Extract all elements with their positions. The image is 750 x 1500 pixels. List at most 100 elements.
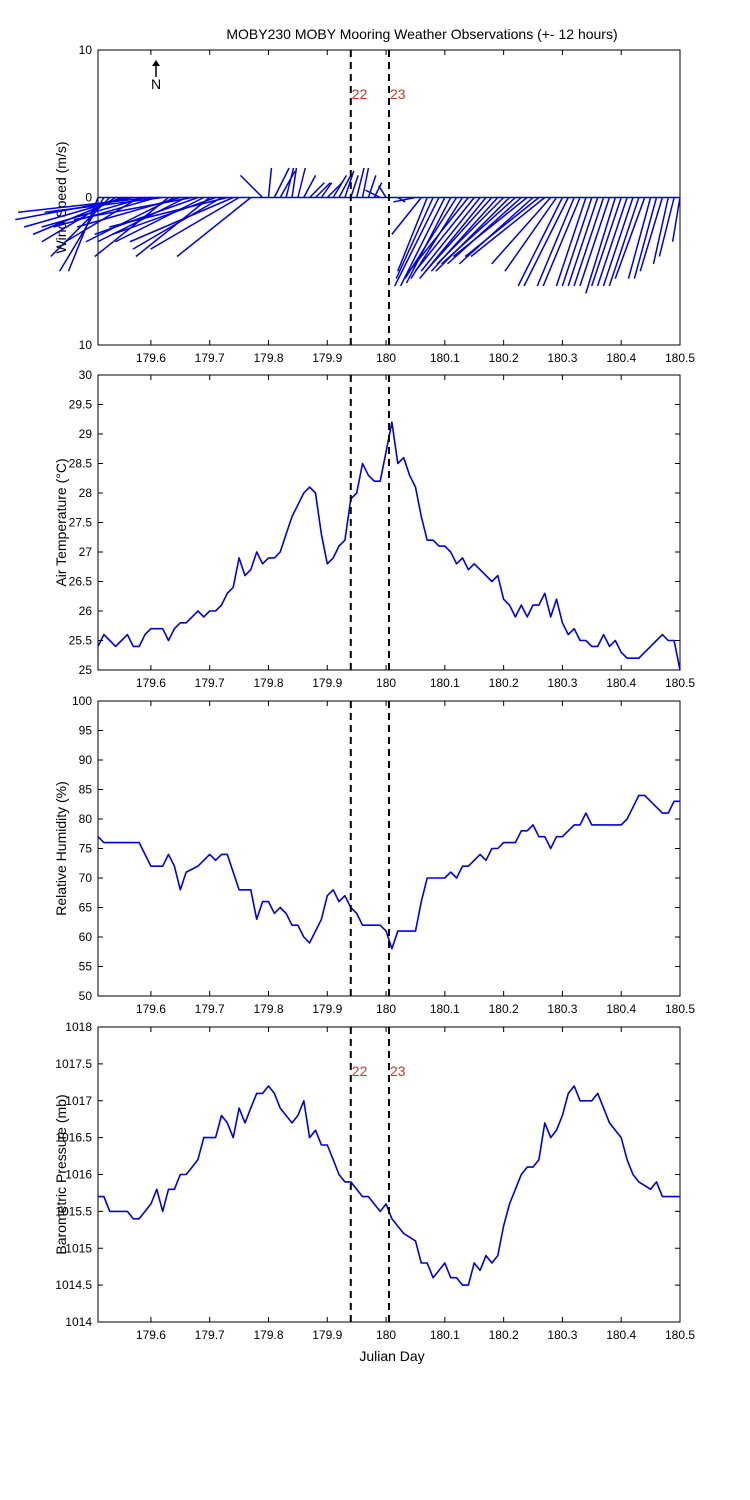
x-tick-label: 180.4 (606, 351, 636, 365)
x-tick-label: 180 (376, 676, 396, 690)
wind-vector (397, 197, 428, 272)
y-tick-label: 50 (79, 989, 93, 1003)
wind-vector (542, 197, 581, 287)
y-tick-label: 10 (79, 43, 93, 57)
wind-vector (491, 197, 552, 265)
y-tick-label: 26 (79, 604, 93, 618)
y-tick-label: 29.5 (69, 398, 93, 412)
wind-vector (320, 182, 333, 198)
y-tick-label: 1016 (65, 1168, 92, 1182)
wind-vector (309, 182, 325, 199)
wind-vector (94, 196, 199, 236)
wind-vector (420, 197, 481, 272)
wind-vector (109, 196, 228, 228)
wind-vector (567, 197, 599, 287)
y-axis-label: Relative Humidity (%) (53, 781, 69, 916)
wind-vector (326, 182, 343, 199)
wind-vector (639, 197, 664, 272)
x-tick-label: 180.3 (547, 351, 577, 365)
wind-vector (85, 196, 175, 243)
y-tick-label: 55 (79, 960, 93, 974)
x-tick-label: 180.3 (547, 1002, 577, 1016)
x-tick-label: 180.2 (489, 1002, 519, 1016)
wind-vector (585, 197, 617, 294)
wind-vector (297, 167, 306, 198)
wind-vector (441, 196, 516, 265)
x-tick-label: 180.2 (489, 676, 519, 690)
wind-vector (239, 174, 264, 199)
y-tick-label: 90 (79, 753, 93, 767)
wind-vector (267, 167, 273, 198)
wind-vector (285, 167, 295, 198)
x-tick-label: 180.2 (489, 351, 519, 365)
x-tick-label: 180.1 (430, 1328, 460, 1342)
figure-title: MOBY230 MOBY Mooring Weather Observation… (226, 26, 617, 42)
x-tick-label: 180.4 (606, 1002, 636, 1016)
wind-vector (614, 197, 646, 279)
y-tick-label: 25.5 (69, 634, 93, 648)
panel-1: 10 0 10 179.6 179.7 179.8 179.9 180 180.1 180.2 18… (15, 43, 695, 365)
wind-vector (314, 182, 331, 199)
wind-vector (517, 197, 564, 287)
wind-vector (408, 197, 469, 272)
wind-vector (447, 196, 522, 265)
x-tick-label: 180.5 (665, 351, 695, 365)
wind-vector (596, 197, 628, 287)
y-tick-label: 28 (79, 486, 93, 500)
y-tick-label: 26.5 (69, 575, 93, 589)
x-tick-label: 179.6 (136, 351, 166, 365)
y-tick-label: 75 (79, 842, 93, 856)
panel-4: 1014 1014.5 1015 1015.5 1016 1016.5 1017 1017.5… (53, 1020, 695, 1342)
y-tick-label: 1014 (65, 1315, 92, 1329)
panel-2: 25 25.5 26 26.5 27 27.5 28 28.5 29 29.5 30 179.6 179… (53, 368, 695, 690)
wind-vector (602, 197, 634, 287)
y-tick-label: 1015.5 (55, 1204, 92, 1218)
wind-vector (458, 196, 534, 265)
x-tick-label: 180 (376, 1002, 396, 1016)
wind-vector (652, 197, 669, 265)
x-tick-label: 179.6 (136, 676, 166, 690)
x-tick-label: 179.9 (312, 676, 342, 690)
wind-vector (332, 174, 348, 198)
wind-vector (338, 175, 352, 198)
y-tick-label: 28.5 (69, 457, 93, 471)
wind-vector (452, 196, 528, 258)
marker-label: 22 (352, 1063, 368, 1079)
wind-vector (504, 197, 558, 272)
y-tick-label: 100 (72, 694, 92, 708)
wind-vector (395, 197, 434, 279)
y-tick-label: 85 (79, 783, 93, 797)
y-tick-label: 30 (79, 368, 93, 382)
x-tick-label: 180.5 (665, 1002, 695, 1016)
x-tick-label: 180.3 (547, 1328, 577, 1342)
wind-vector (367, 175, 377, 198)
wind-vector (627, 197, 652, 279)
x-tick-label: 179.9 (312, 1328, 342, 1342)
x-tick-label: 180.4 (606, 676, 636, 690)
wind-vector (344, 170, 355, 198)
x-tick-label: 179.8 (253, 1328, 283, 1342)
y-tick-label: 1014.5 (55, 1278, 92, 1292)
x-tick-label: 179.7 (195, 351, 225, 365)
y-axis-label: Air Temperature (°C) (53, 458, 69, 586)
north-label: N (151, 76, 161, 92)
y-axis-label: Wind Speed (m/s) (53, 141, 69, 253)
wind-vector (44, 196, 163, 213)
wind-vector (53, 196, 157, 228)
wind-vector (393, 196, 416, 203)
wind-vector (303, 175, 317, 198)
wind-vector (18, 196, 151, 213)
y-tick-label: 70 (79, 871, 93, 885)
x-tick-label: 180.5 (665, 676, 695, 690)
x-tick-label: 180 (376, 351, 396, 365)
y-tick-label: 0 (85, 191, 92, 205)
wind-vector (608, 197, 640, 287)
wind-vector (355, 167, 365, 198)
x-tick-label: 179.7 (195, 1002, 225, 1016)
y-tick-label: 60 (79, 930, 93, 944)
wind-vector (365, 189, 381, 199)
x-tick-label: 179.8 (253, 676, 283, 690)
wind-vector (132, 196, 222, 250)
wind-vector (73, 196, 193, 221)
